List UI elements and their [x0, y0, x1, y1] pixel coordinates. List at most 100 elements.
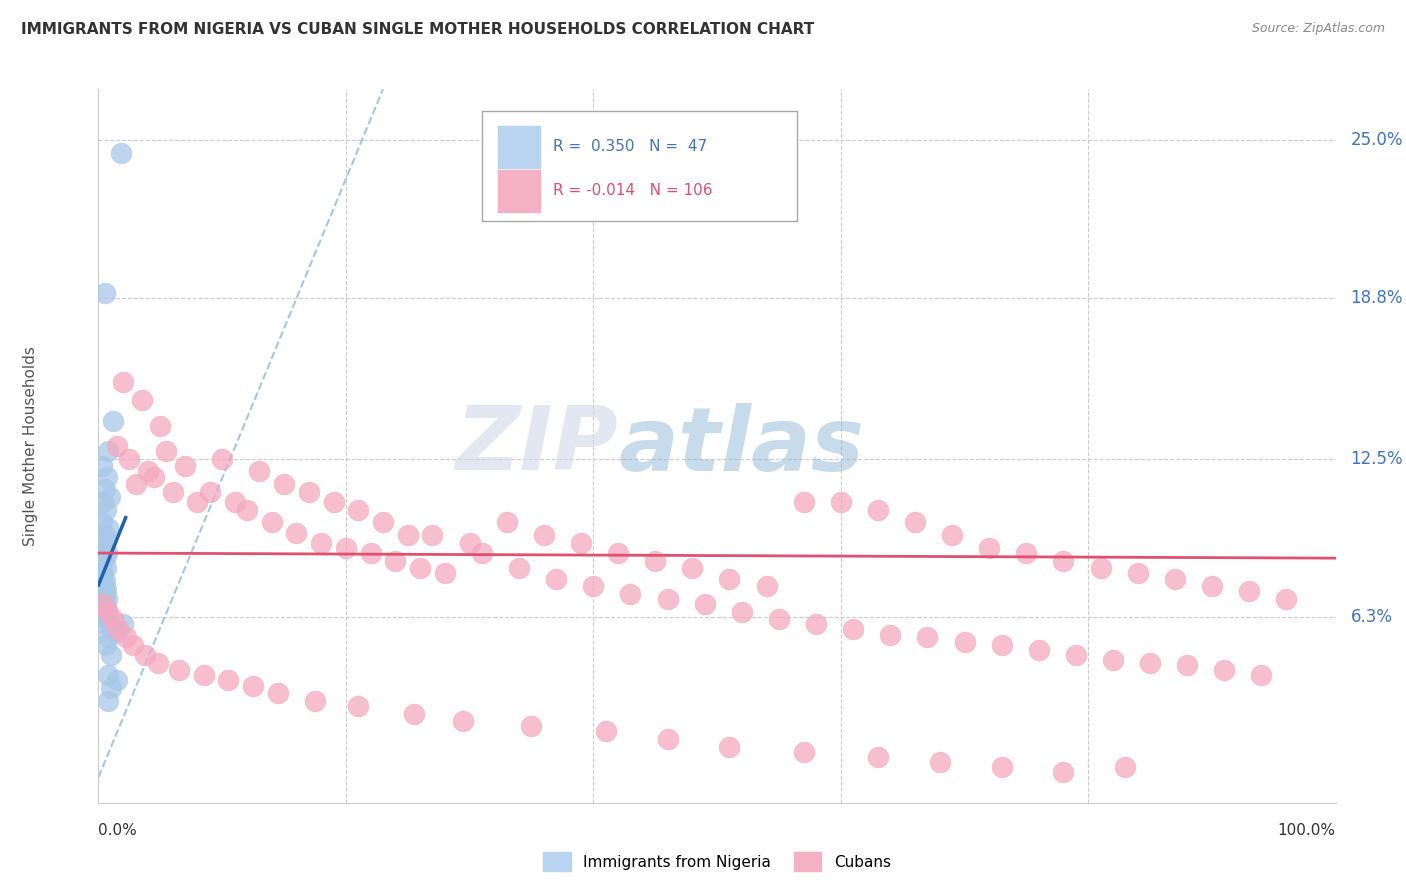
Point — [1164, 572, 1187, 586]
Point — [768, 612, 790, 626]
Point — [91, 605, 114, 619]
Point — [100, 681, 122, 695]
Point — [97, 444, 120, 458]
Point — [217, 673, 239, 688]
Point — [1090, 561, 1112, 575]
Point — [1275, 591, 1298, 606]
Point — [242, 679, 264, 693]
Point — [193, 668, 215, 682]
Text: 0.0%: 0.0% — [98, 822, 138, 838]
Point — [1028, 643, 1050, 657]
Point — [866, 502, 889, 516]
Point — [100, 623, 122, 637]
Point — [793, 745, 815, 759]
Point — [595, 724, 617, 739]
Point — [93, 528, 115, 542]
Point — [953, 635, 976, 649]
Point — [236, 502, 259, 516]
Point — [93, 566, 115, 581]
Point — [1064, 648, 1087, 662]
Point — [471, 546, 494, 560]
Point — [433, 566, 456, 581]
Point — [990, 638, 1012, 652]
Point — [93, 590, 115, 604]
Point — [546, 572, 568, 586]
Point — [917, 630, 939, 644]
Point — [904, 516, 927, 530]
Text: 25.0%: 25.0% — [1351, 131, 1403, 149]
Point — [103, 413, 125, 427]
Point — [607, 546, 630, 560]
FancyBboxPatch shape — [498, 126, 540, 168]
Point — [533, 528, 555, 542]
Point — [93, 609, 115, 624]
Point — [122, 638, 145, 652]
Point — [97, 668, 120, 682]
Point — [143, 469, 166, 483]
Point — [508, 561, 530, 575]
Point — [93, 483, 115, 497]
Point — [97, 694, 120, 708]
Point — [97, 605, 120, 619]
Point — [360, 546, 382, 560]
Point — [1175, 658, 1198, 673]
Point — [149, 418, 172, 433]
Point — [657, 591, 679, 606]
Point — [347, 698, 370, 713]
Point — [224, 495, 246, 509]
Point — [94, 638, 117, 652]
Point — [866, 750, 889, 764]
Point — [520, 719, 543, 733]
Point — [1102, 653, 1125, 667]
Point — [103, 612, 125, 626]
Point — [793, 495, 815, 509]
Text: Single Mother Households: Single Mother Households — [22, 346, 38, 546]
Point — [247, 465, 270, 479]
Point — [93, 599, 115, 614]
Point — [198, 484, 221, 499]
Point — [718, 739, 741, 754]
Point — [347, 502, 370, 516]
Point — [114, 630, 136, 644]
Point — [681, 561, 703, 575]
Point — [1126, 566, 1149, 581]
Point — [569, 536, 592, 550]
Point — [97, 630, 120, 644]
Text: atlas: atlas — [619, 402, 863, 490]
Point — [267, 686, 290, 700]
Point — [298, 484, 321, 499]
Point — [93, 597, 115, 611]
Point — [309, 536, 332, 550]
Point — [112, 376, 135, 390]
Point — [93, 574, 115, 588]
Point — [335, 541, 357, 555]
Point — [941, 528, 963, 542]
Point — [979, 541, 1001, 555]
Point — [107, 623, 129, 637]
Point — [1114, 760, 1136, 774]
Point — [879, 627, 901, 641]
Point — [96, 546, 118, 560]
Point — [136, 465, 159, 479]
Point — [322, 495, 344, 509]
Point — [657, 732, 679, 747]
Point — [118, 451, 141, 466]
Text: ZIP: ZIP — [456, 402, 619, 490]
Point — [167, 663, 190, 677]
Point — [98, 490, 121, 504]
Point — [990, 760, 1012, 774]
Point — [100, 648, 122, 662]
Point — [458, 536, 481, 550]
Point — [402, 706, 425, 721]
Point — [211, 451, 233, 466]
Point — [1052, 765, 1074, 780]
Point — [91, 594, 114, 608]
Point — [830, 495, 852, 509]
Point — [96, 469, 118, 483]
Point — [93, 541, 115, 555]
Point — [105, 625, 128, 640]
Point — [91, 459, 114, 474]
Point — [1213, 663, 1236, 677]
Point — [644, 554, 666, 568]
Text: 18.8%: 18.8% — [1351, 289, 1403, 307]
